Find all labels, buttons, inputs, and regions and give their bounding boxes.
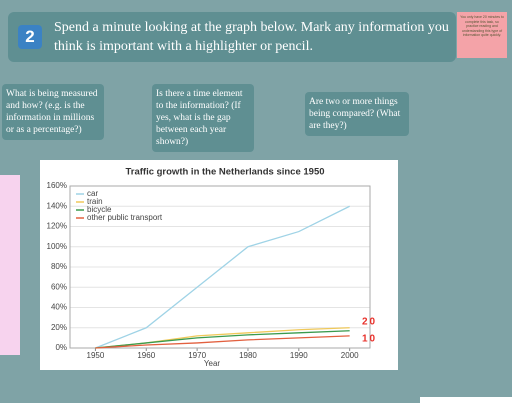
footer-bar bbox=[420, 397, 512, 403]
x-axis-label: Year bbox=[204, 359, 221, 368]
x-tick-label: 1970 bbox=[188, 351, 206, 360]
x-tick-label: 1950 bbox=[87, 351, 105, 360]
step-number: 2 bbox=[18, 25, 42, 49]
legend-label: other public transport bbox=[87, 213, 163, 222]
question: Are two or more things being compared? (… bbox=[305, 92, 409, 136]
legend-label: bicycle bbox=[87, 205, 112, 214]
annotation: 10 bbox=[362, 334, 377, 345]
y-tick-label: 40% bbox=[51, 303, 67, 312]
y-tick-label: 140% bbox=[47, 201, 67, 210]
series-line bbox=[95, 205, 350, 349]
legend-label: train bbox=[87, 197, 103, 206]
y-tick-label: 0% bbox=[55, 343, 67, 352]
x-tick-label: 1980 bbox=[239, 351, 257, 360]
instruction: Spend a minute looking at the graph belo… bbox=[54, 20, 449, 54]
y-tick-label: 160% bbox=[47, 181, 67, 190]
question: Is there a time element to the informati… bbox=[152, 84, 254, 152]
x-tick-label: 1960 bbox=[137, 351, 155, 360]
y-tick-label: 20% bbox=[51, 323, 67, 332]
legend-label: car bbox=[87, 189, 98, 198]
y-tick-label: 60% bbox=[51, 282, 67, 291]
annotation: 20 bbox=[362, 317, 377, 328]
chart-title: Traffic growth in the Netherlands since … bbox=[125, 167, 324, 178]
chart: Traffic growth in the Netherlands since … bbox=[40, 160, 398, 370]
side-panel bbox=[0, 175, 20, 355]
x-tick-label: 2000 bbox=[341, 351, 359, 360]
plot-frame bbox=[69, 185, 371, 349]
series-line bbox=[95, 335, 350, 349]
question: What is being measured and how? (e.g. is… bbox=[2, 84, 104, 140]
y-tick-label: 80% bbox=[51, 262, 67, 271]
y-tick-label: 120% bbox=[47, 222, 67, 231]
series-line bbox=[95, 330, 350, 349]
x-tick-label: 1990 bbox=[290, 351, 308, 360]
banner: 2 Spend a minute looking at the graph be… bbox=[8, 12, 456, 62]
y-tick-label: 100% bbox=[47, 242, 67, 251]
sticky-note: You only have 20 minutes to complete thi… bbox=[457, 12, 507, 58]
